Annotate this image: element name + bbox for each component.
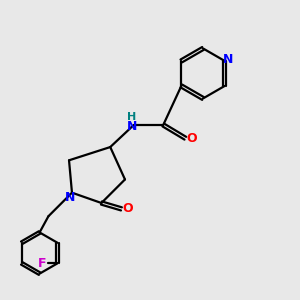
Text: H: H — [127, 112, 136, 122]
Text: N: N — [223, 53, 233, 66]
Text: F: F — [38, 257, 46, 270]
Text: O: O — [123, 202, 133, 215]
Text: N: N — [127, 120, 137, 133]
Text: O: O — [187, 132, 197, 145]
Text: N: N — [65, 191, 76, 205]
